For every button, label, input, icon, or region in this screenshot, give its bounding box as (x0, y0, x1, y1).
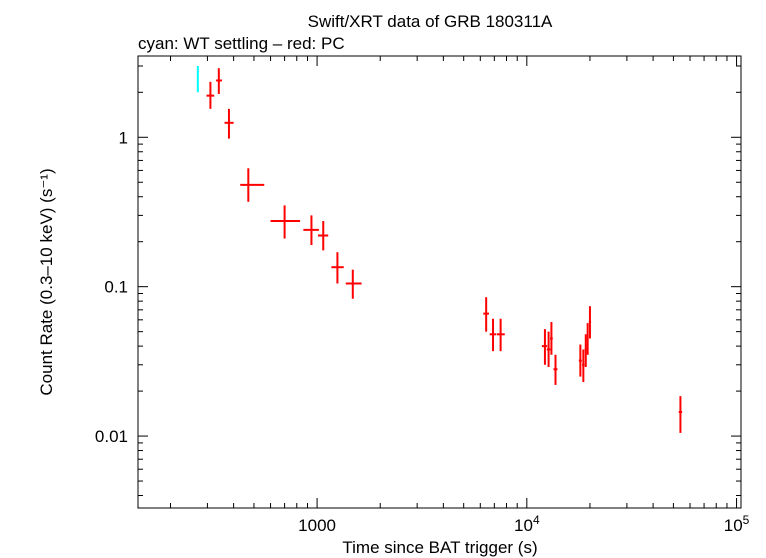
y-axis-label: Count Rate (0.3–10 keV) (s⁻¹) (37, 168, 56, 395)
data-point (496, 318, 505, 352)
data-point (489, 318, 497, 352)
axis-ticks (138, 56, 741, 508)
data-point (483, 297, 489, 332)
data-point (196, 66, 199, 93)
data-point (270, 205, 301, 239)
x-axis-label: Time since BAT trigger (s) (342, 538, 537, 557)
chart-title: Swift/XRT data of GRB 180311A (308, 12, 553, 31)
data-point (541, 329, 548, 365)
data-point (345, 269, 362, 299)
chart-subtitle: cyan: WT settling – red: PC (138, 34, 345, 53)
data-point (578, 344, 582, 377)
y-tick-label: 1 (119, 128, 128, 147)
x-tick-label: 105 (724, 513, 750, 535)
data-point (240, 168, 265, 202)
data-point (678, 396, 683, 433)
data-point (582, 349, 585, 383)
data-point (586, 323, 589, 355)
data-point (584, 334, 587, 367)
data-point (553, 354, 558, 385)
data-point (317, 221, 329, 251)
tick-labels: 1000 104 105 1 0.1 0.01 (95, 128, 750, 535)
data-point (224, 108, 234, 139)
data-point (303, 215, 319, 246)
x-tick-label: 104 (514, 513, 540, 535)
y-tick-label: 0.01 (95, 427, 128, 446)
data-point (546, 331, 551, 367)
data-point (550, 322, 553, 355)
y-tick-label: 0.1 (104, 278, 128, 297)
plot-frame (137, 55, 742, 509)
data-point (206, 81, 215, 109)
x-tick-label: 1000 (298, 516, 336, 535)
series-wt-settling (196, 66, 199, 93)
data-point (216, 68, 222, 94)
series-pc (206, 68, 683, 433)
data-point (331, 252, 344, 284)
data-points (196, 66, 683, 433)
data-point (588, 306, 592, 339)
